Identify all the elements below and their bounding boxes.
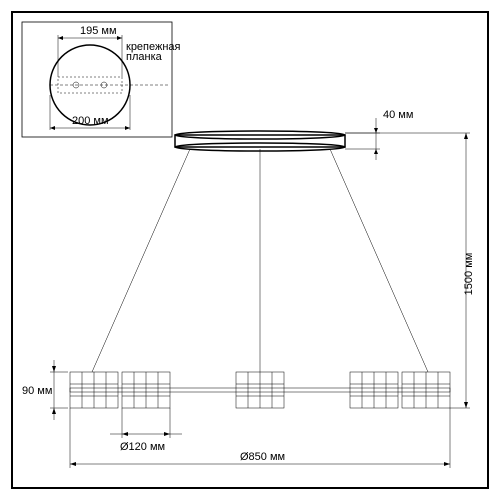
inset-detail: 195 мм крепежная планка 200 мм [22,22,181,137]
front-view: 40 мм 1500 мм 90 мм Ø120 мм Ø850 мм [22,109,475,468]
total-height-label: 1500 мм [463,253,475,296]
total-diameter-label: Ø850 мм [240,451,285,463]
inset-plate-width-label: 195 мм [80,25,117,37]
drawing-border [12,12,488,488]
technical-drawing: 195 мм крепежная планка 200 мм [0,0,500,500]
canopy [175,131,345,151]
fixture-diameter-label: Ø120 мм [120,441,165,453]
inset-circle-width-label: 200 мм [72,115,109,127]
fixture-height-label: 90 мм [22,385,52,397]
crystal-clusters [70,372,450,408]
inset-plate-sub2: планка [126,51,163,63]
canopy-height-label: 40 мм [383,109,413,121]
